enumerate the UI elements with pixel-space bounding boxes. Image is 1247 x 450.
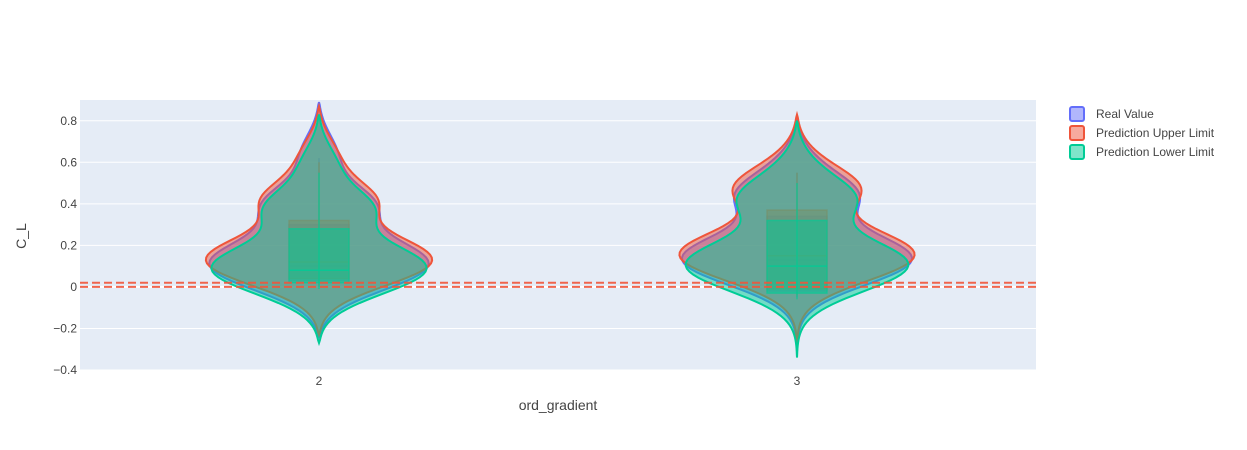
legend-item[interactable]: Real Value [1069, 106, 1154, 122]
legend-label: Prediction Upper Limit [1096, 126, 1215, 140]
legend-swatch [1069, 106, 1085, 122]
x-tick-label: 3 [794, 374, 801, 388]
y-tick-label: 0.8 [60, 114, 77, 128]
violin-series [210, 114, 910, 358]
violin-box [766, 219, 828, 294]
legend: Real Value Prediction Upper Limit Predicti… [1069, 106, 1215, 160]
y-tick-label: 0.2 [60, 238, 77, 252]
x-axis-title: ord_gradient [519, 397, 598, 413]
legend-swatch [1069, 144, 1085, 160]
y-tick-label: 0.4 [60, 197, 77, 211]
plot-area [80, 100, 1036, 370]
legend-label: Prediction Lower Limit [1096, 145, 1215, 159]
y-axis-ticks: −0.4 −0.2 0 0.2 0.4 0.6 0.8 [53, 114, 77, 377]
legend-item[interactable]: Prediction Upper Limit [1069, 125, 1215, 141]
y-tick-label: −0.4 [53, 363, 77, 377]
legend-item[interactable]: Prediction Lower Limit [1069, 144, 1215, 160]
y-tick-label: 0 [70, 280, 77, 294]
y-tick-label: −0.2 [53, 321, 77, 335]
legend-label: Real Value [1096, 107, 1154, 121]
legend-swatch [1069, 125, 1085, 141]
reference-lines [80, 281, 1036, 288]
y-tick-label: 0.6 [60, 155, 77, 169]
violin-box [288, 228, 350, 284]
violin-layer [204, 101, 916, 358]
x-tick-label: 2 [316, 374, 323, 388]
y-axis-title: C_L [13, 223, 29, 249]
